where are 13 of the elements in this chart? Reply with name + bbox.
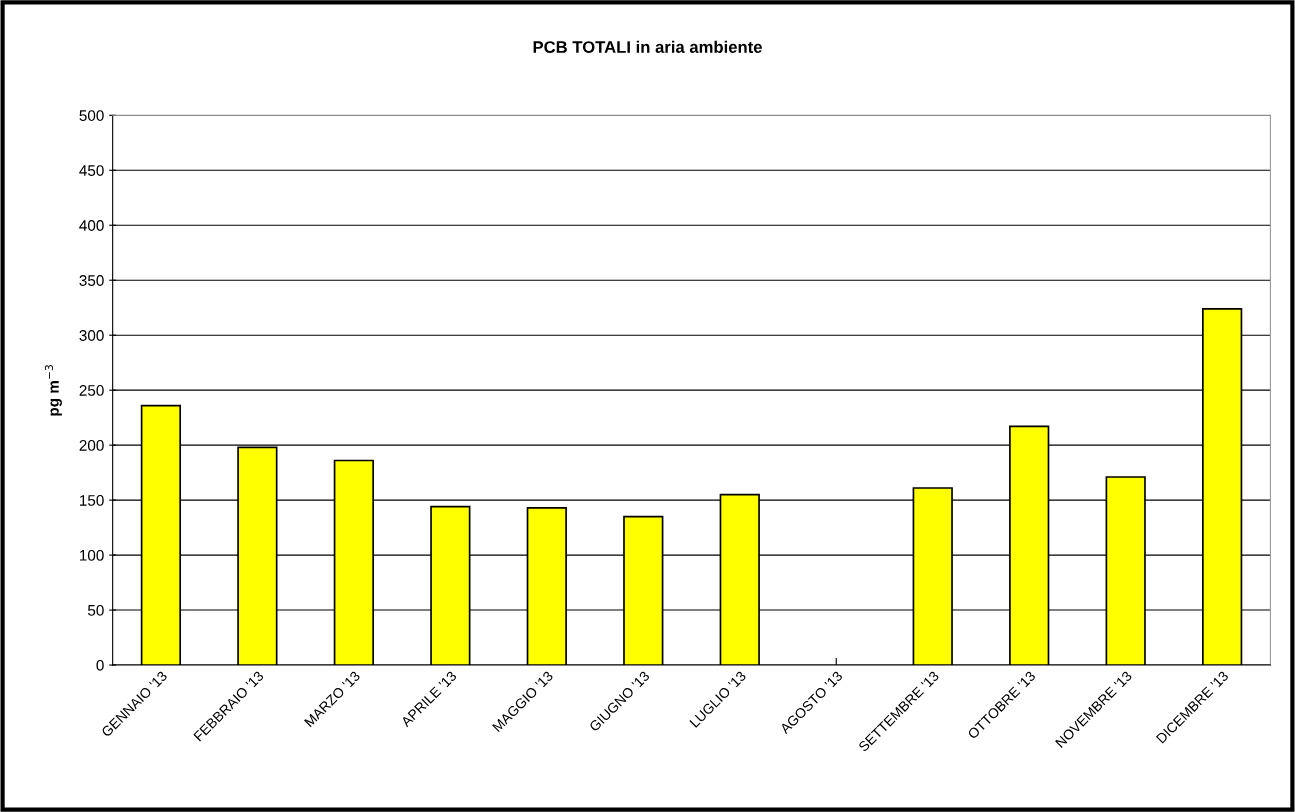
chart-title: PCB TOTALI in aria ambiente	[533, 40, 762, 53]
y-axis-title: pg m$^{−3}$	[44, 365, 62, 416]
y-tick-label: 150	[80, 494, 104, 506]
y-tick-label: 450	[79, 165, 104, 176]
y-tick-label: 350	[79, 275, 104, 286]
y-tick-label: 200	[79, 440, 104, 451]
y-tick-label: 0	[96, 659, 104, 671]
y-tick-label: 50	[87, 604, 104, 616]
y-tick-label: 250	[79, 385, 104, 396]
y-tick-label: 100	[80, 549, 104, 561]
y-tick-label: 300	[79, 330, 104, 341]
y-tick-label: 400	[79, 220, 104, 231]
y-tick-label: 500	[79, 110, 104, 121]
